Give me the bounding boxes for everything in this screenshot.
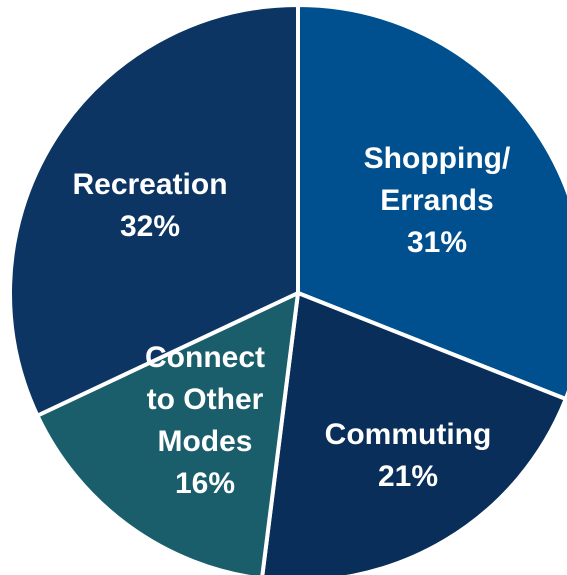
value-label: 31% (407, 226, 467, 259)
pie-slice (35, 291, 300, 575)
category-label: Modes (157, 425, 252, 458)
pie-slice (260, 291, 567, 575)
slice-label: Recreation 32% (72, 168, 227, 243)
pie-slice (8, 3, 300, 418)
value-label: 16% (175, 467, 235, 500)
category-label: Shopping/ (364, 142, 511, 175)
slice-label: Shopping/Errands 31% (364, 142, 511, 259)
pie-slice (296, 3, 567, 402)
category-label: Commuting (325, 418, 492, 451)
value-label: 21% (378, 460, 438, 493)
slice-label: Commuting 21% (325, 418, 492, 493)
category-label: to Other (147, 383, 264, 416)
slice-label: Connect to Other Modes 16% (145, 341, 265, 500)
value-label: 32% (120, 210, 180, 243)
category-label: Errands (380, 184, 493, 217)
category-label: Recreation (72, 168, 227, 201)
category-label: Connect (145, 341, 265, 374)
